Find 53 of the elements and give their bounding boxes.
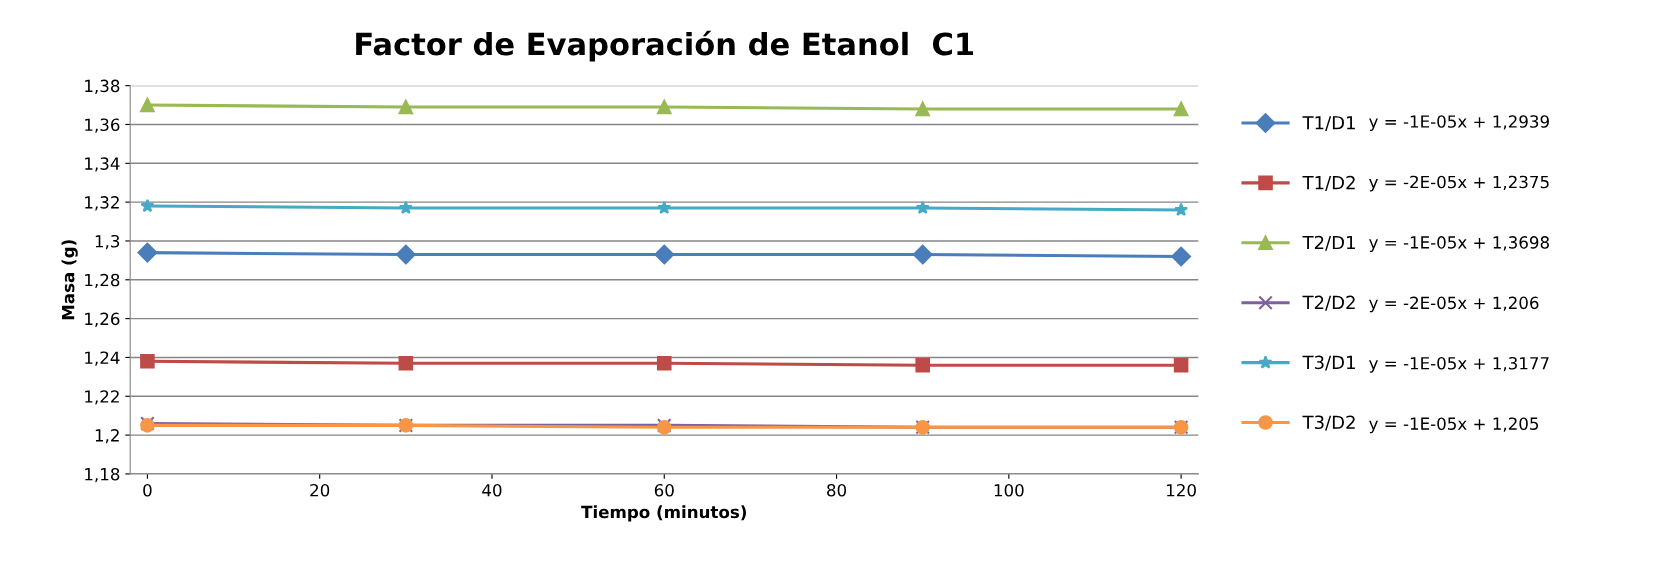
point — [654, 244, 675, 265]
point — [398, 99, 414, 115]
y-tick-label: 1,24 — [85, 351, 120, 366]
point — [140, 198, 155, 213]
point — [1174, 202, 1189, 216]
point — [398, 355, 414, 371]
point — [912, 244, 933, 265]
y-tick-label: 1,22 — [85, 390, 119, 405]
y-tick-label: 1,3 — [95, 234, 120, 250]
y-tick-label: 1,32 — [85, 196, 119, 211]
x-tick-label: 0 — [143, 483, 152, 497]
point — [657, 200, 672, 215]
x-tick-label: 120 — [1167, 483, 1196, 497]
point — [915, 101, 930, 117]
y-axis-title: Masa (g) — [61, 240, 78, 320]
y-tick-label: 1,28 — [85, 273, 120, 289]
text: y = -1E-05x + 1,3177 — [1369, 356, 1549, 373]
legend-label: T2/D2 — [1302, 295, 1355, 311]
point — [137, 242, 158, 263]
legend-label: T3/D1 — [1302, 355, 1355, 371]
point — [1173, 357, 1189, 373]
x-tick-label: 40 — [482, 483, 502, 497]
y-tick-label: 1,26 — [85, 312, 120, 327]
legend-label: T1/D1 — [1302, 116, 1355, 131]
point — [1173, 101, 1189, 117]
point — [915, 357, 930, 373]
text: y = -1E-05x + 1,3698 — [1369, 236, 1549, 252]
point — [140, 97, 155, 113]
y-tick-label: 1,34 — [85, 157, 120, 172]
point — [915, 200, 930, 215]
x-tick-label: 60 — [654, 483, 674, 497]
x-axis-title: Tiempo (minutos) — [581, 505, 746, 522]
text: y = -2E-05x + 1,2375 — [1369, 175, 1549, 192]
point — [656, 355, 672, 371]
text: y = -1E-05x + 1,205 — [1369, 417, 1539, 434]
y-tick-label: 1,36 — [85, 118, 120, 133]
point — [656, 99, 672, 115]
x-tick-label: 80 — [827, 483, 847, 497]
x-tick-label: 20 — [310, 483, 330, 497]
y-tick-label: 1,2 — [95, 429, 119, 444]
legend-label: T2/D1 — [1302, 235, 1355, 251]
text: y = -1E-05x + 1,2939 — [1369, 115, 1549, 132]
text: y = -2E-05x + 1,206 — [1369, 296, 1539, 313]
legend-label: T3/D2 — [1302, 415, 1355, 431]
point — [395, 244, 416, 265]
point — [140, 354, 155, 369]
y-tick-label: 1,38 — [85, 79, 120, 94]
x-tick-label: 100 — [994, 483, 1024, 497]
legend-label: T1/D2 — [1302, 175, 1355, 191]
point — [398, 200, 413, 215]
y-tick-label: 1,18 — [85, 467, 120, 483]
point — [1171, 246, 1191, 267]
chart-title: Factor de Evaporación de Etanol C1 — [356, 30, 974, 62]
